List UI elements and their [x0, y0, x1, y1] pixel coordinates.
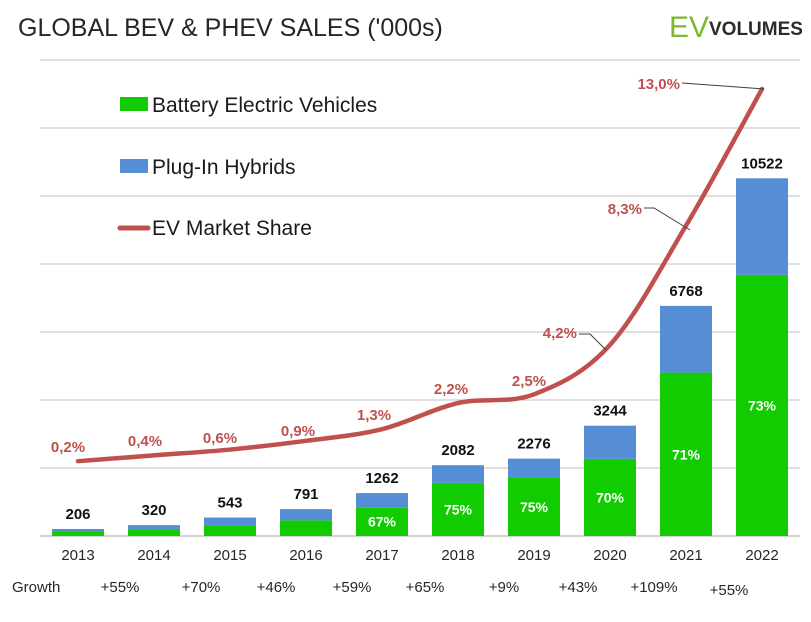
chart-title: GLOBAL BEV & PHEV SALES ('000s)	[18, 14, 443, 42]
x-tick-label: 2019	[517, 547, 550, 564]
bev-bar	[432, 482, 484, 536]
bev-share-label: 75%	[444, 501, 473, 517]
x-tick-label: 2015	[213, 547, 246, 564]
total-label: 543	[217, 495, 242, 512]
growth-value: +109%	[630, 579, 677, 596]
market-share-line	[75, 86, 765, 464]
logo: EV VOLUMES	[669, 11, 803, 44]
growth-value: +65%	[406, 579, 445, 596]
total-label: 791	[293, 486, 318, 503]
growth-value: +55%	[710, 582, 749, 599]
total-label: 206	[65, 506, 90, 523]
legend-swatch-bev	[120, 97, 148, 111]
phev-bar	[356, 493, 408, 508]
growth-value: +46%	[257, 579, 296, 596]
growth-label: Growth	[12, 579, 60, 596]
total-label: 10522	[741, 155, 783, 172]
x-tick-label: 2016	[289, 547, 322, 564]
bev-bar	[280, 520, 332, 536]
growth-value: +59%	[333, 579, 372, 596]
total-label: 1262	[365, 470, 398, 487]
bev-bar	[356, 507, 408, 536]
x-tick-label: 2021	[669, 547, 702, 564]
legend-swatch-phev	[120, 159, 148, 173]
bev-bar	[204, 525, 256, 536]
x-tick-label: 2018	[441, 547, 474, 564]
growth-value: +70%	[182, 579, 221, 596]
leader-line	[579, 333, 607, 351]
bev-share-label: 71%	[672, 446, 701, 462]
phev-bar	[204, 517, 256, 526]
bev-bar	[660, 372, 712, 536]
data-labels: 206 320 543 791 1262 67% 2082 75% 2276 75% 3244 70%…	[51, 76, 783, 530]
legend: Battery Electric Vehicles Plug-In Hybrids…	[117, 94, 377, 240]
x-axis: 2013 2014 2015 2016 2017 2018 2019 2020 2021 2022	[61, 547, 778, 564]
leader-line	[681, 82, 765, 90]
market-share-label: 8,3%	[608, 201, 642, 218]
leader-line	[644, 207, 691, 231]
bev-share-label: 73%	[748, 397, 777, 413]
phev-bar	[660, 305, 712, 373]
total-label: 6768	[669, 283, 702, 300]
total-label: 3244	[593, 403, 627, 420]
growth-row: Growth +55% +70% +46% +59% +65% +9% +43% +109% +5…	[12, 579, 748, 599]
phev-bar	[584, 425, 636, 459]
total-label: 2276	[517, 436, 550, 453]
legend-label-phev: Plug-In Hybrids	[152, 156, 296, 179]
phev-bar	[280, 509, 332, 521]
market-share-label: 0,9%	[281, 423, 315, 440]
phev-bar	[736, 178, 788, 275]
legend-label-bev: Battery Electric Vehicles	[152, 94, 377, 117]
market-share-label: 2,5%	[512, 373, 546, 390]
phev-bar	[432, 465, 484, 483]
market-share-label: 13,0%	[637, 76, 680, 93]
bev-bar	[52, 531, 104, 536]
market-share-label: 4,2%	[543, 325, 577, 342]
growth-value: +9%	[489, 579, 519, 596]
growth-value: +55%	[101, 579, 140, 596]
phev-bar	[128, 525, 180, 530]
x-tick-label: 2017	[365, 547, 398, 564]
bev-share-label: 75%	[520, 499, 549, 515]
legend-label-share: EV Market Share	[152, 217, 312, 240]
market-share-label: 0,4%	[128, 433, 162, 450]
bev-bar	[128, 529, 180, 536]
bev-bar	[508, 477, 560, 536]
x-tick-label: 2020	[593, 547, 626, 564]
logo-volumes-text: VOLUMES	[709, 19, 803, 40]
market-share-label: 0,2%	[51, 439, 85, 456]
bev-bar	[736, 274, 788, 536]
growth-value: +43%	[559, 579, 598, 596]
market-share-line-group	[75, 86, 765, 464]
bev-bar	[584, 458, 636, 536]
phev-bar	[52, 528, 104, 532]
bev-share-label: 67%	[368, 514, 397, 530]
gridlines	[40, 59, 800, 537]
bev-share-label: 70%	[596, 489, 625, 505]
market-share-label: 2,2%	[434, 381, 468, 398]
phev-bar	[508, 458, 560, 478]
bars	[52, 178, 788, 536]
total-label: 2082	[441, 442, 474, 459]
x-tick-label: 2014	[137, 547, 170, 564]
x-tick-label: 2013	[61, 547, 94, 564]
x-tick-label: 2022	[745, 547, 778, 564]
logo-ev-text: EV	[669, 11, 709, 44]
market-share-label: 0,6%	[203, 430, 237, 447]
market-share-label: 1,3%	[357, 407, 391, 424]
total-label: 320	[141, 502, 166, 519]
